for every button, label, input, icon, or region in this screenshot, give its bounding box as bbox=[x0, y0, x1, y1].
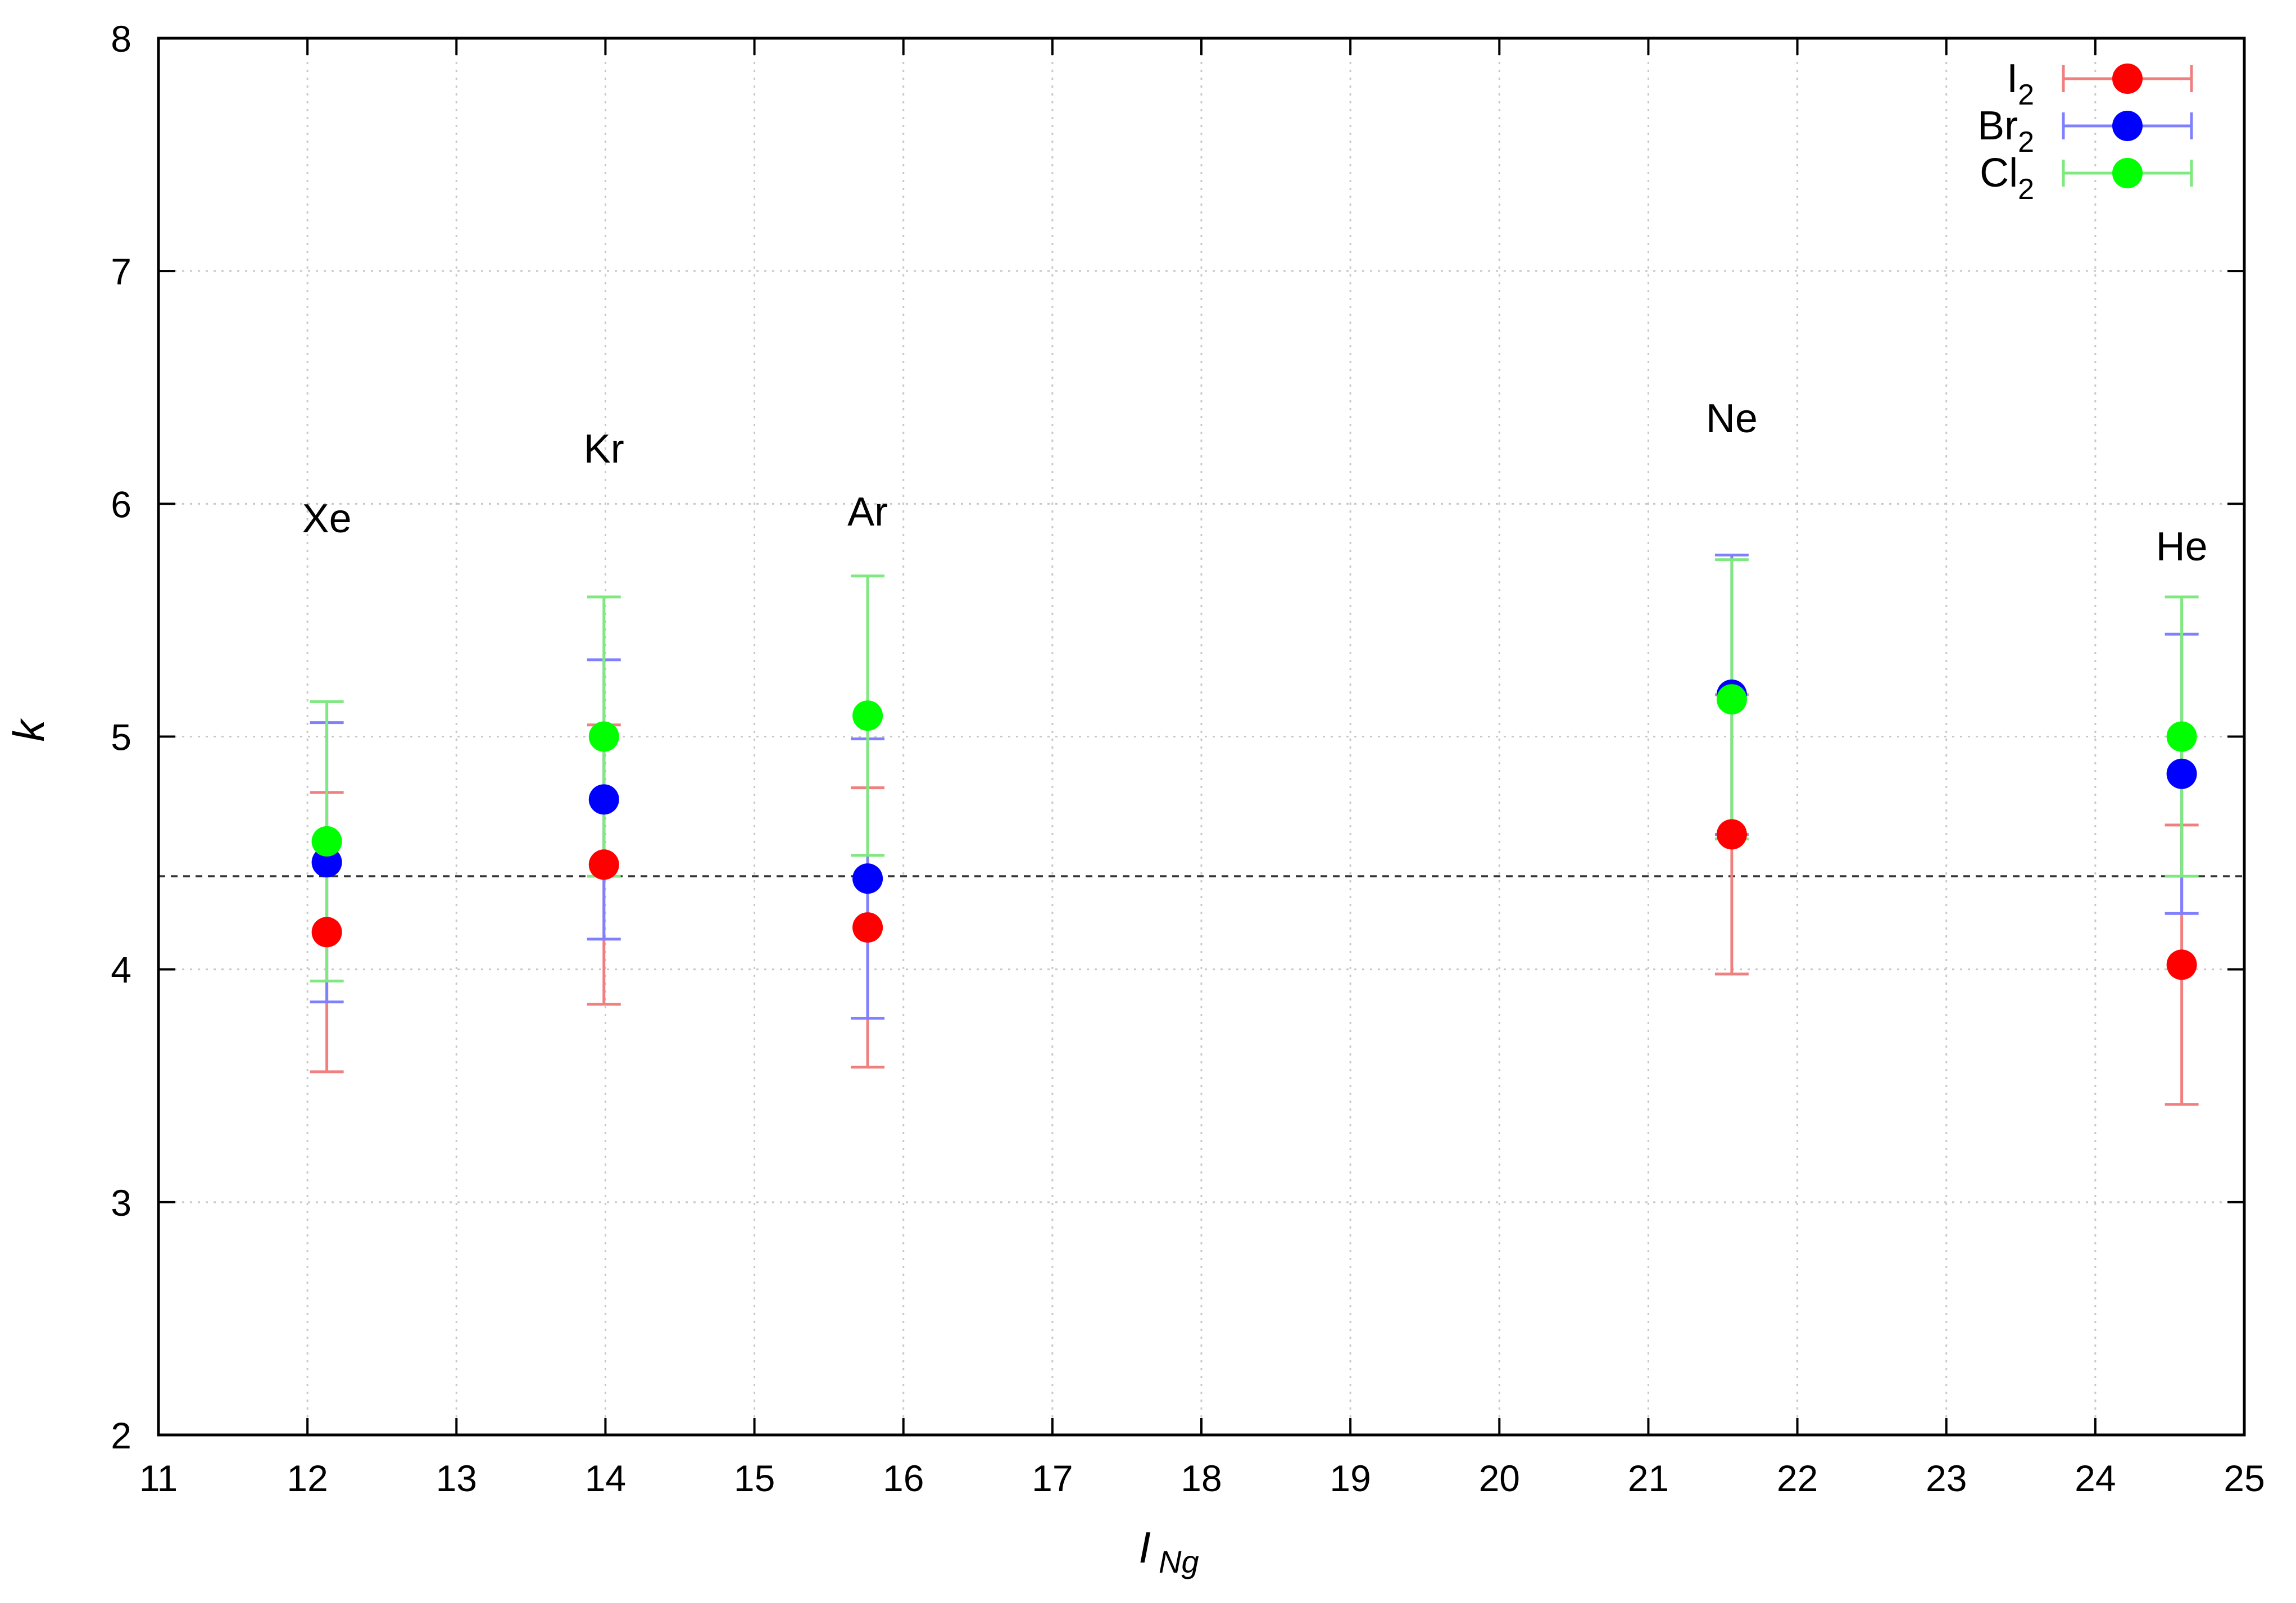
data-point-cl bbox=[588, 721, 619, 752]
x-tick-label: 18 bbox=[1181, 1457, 1222, 1499]
data-point-cl bbox=[1716, 684, 1747, 715]
x-tick-label: 13 bbox=[436, 1457, 477, 1499]
x-axis-title: I Ng bbox=[1138, 1523, 1199, 1579]
grid-lines bbox=[158, 38, 2244, 1435]
annotation-ne: Ne bbox=[1706, 396, 1758, 441]
data-point-i bbox=[311, 917, 342, 948]
x-tick-label: 19 bbox=[1329, 1457, 1371, 1499]
x-tick-label: 17 bbox=[1032, 1457, 1073, 1499]
data-point-i bbox=[1716, 819, 1747, 850]
legend-label-cl: Cl2 bbox=[1980, 151, 2034, 206]
data-point-br bbox=[852, 863, 883, 894]
x-tick-label: 16 bbox=[883, 1457, 924, 1499]
legend-label-br: Br2 bbox=[1977, 103, 2034, 159]
x-tick-label: 23 bbox=[1926, 1457, 1967, 1499]
data-point-br bbox=[588, 784, 619, 815]
data-point-cl bbox=[852, 700, 883, 731]
data-point-i bbox=[588, 849, 619, 880]
legend-label-subscript: 2 bbox=[2018, 173, 2034, 206]
y-tick-label: 5 bbox=[111, 717, 131, 758]
x-tick-label: 21 bbox=[1628, 1457, 1669, 1499]
x-axis-title-main: I bbox=[1138, 1523, 1151, 1572]
legend-marker-cl bbox=[2112, 158, 2143, 188]
x-tick-label: 15 bbox=[734, 1457, 775, 1499]
tick-marks bbox=[157, 37, 2245, 1436]
x-tick-label: 12 bbox=[287, 1457, 328, 1499]
x-tick-label: 25 bbox=[2224, 1457, 2265, 1499]
y-axis-title: k bbox=[4, 718, 53, 742]
data-point-cl bbox=[2166, 721, 2197, 752]
data-point-br bbox=[311, 847, 342, 878]
legend-marker-i bbox=[2112, 64, 2143, 94]
data-point-cl bbox=[311, 826, 342, 857]
x-tick-label: 20 bbox=[1479, 1457, 1520, 1499]
data-points bbox=[311, 679, 2197, 980]
element-annotations: Xe Kr Ar Ne He bbox=[302, 396, 2208, 569]
y-tick-label: 7 bbox=[111, 251, 131, 292]
data-point-i bbox=[852, 912, 883, 943]
x-tick-label: 22 bbox=[1777, 1457, 1818, 1499]
data-point-i bbox=[2166, 949, 2197, 980]
annotation-kr: Kr bbox=[584, 427, 624, 472]
x-tick-label: 14 bbox=[585, 1457, 626, 1499]
y-tick-label: 2 bbox=[111, 1415, 131, 1456]
legend-label-subscript: 2 bbox=[2018, 79, 2034, 111]
annotation-ar: Ar bbox=[847, 490, 888, 535]
legend-label-main: Cl bbox=[1980, 151, 2018, 196]
y-tick-label: 3 bbox=[111, 1182, 131, 1224]
x-axis-title-subscript: Ng bbox=[1159, 1544, 1199, 1579]
legend-label-main: Br bbox=[1977, 103, 2018, 148]
annotation-xe: Xe bbox=[302, 496, 352, 541]
legend-label-main: I bbox=[2007, 56, 2018, 101]
data-point-br bbox=[2166, 758, 2197, 789]
legend-label-subscript: 2 bbox=[2018, 126, 2034, 159]
y-tick-label: 4 bbox=[111, 949, 131, 991]
annotation-he: He bbox=[2156, 524, 2208, 569]
y-tick-label: 6 bbox=[111, 483, 131, 525]
y-tick-label: 8 bbox=[111, 18, 131, 60]
x-tick-label: 24 bbox=[2075, 1457, 2116, 1499]
legend-marker-br bbox=[2112, 111, 2143, 141]
legend-label-i: I2 bbox=[2007, 56, 2034, 111]
x-tick-label: 11 bbox=[139, 1457, 178, 1499]
